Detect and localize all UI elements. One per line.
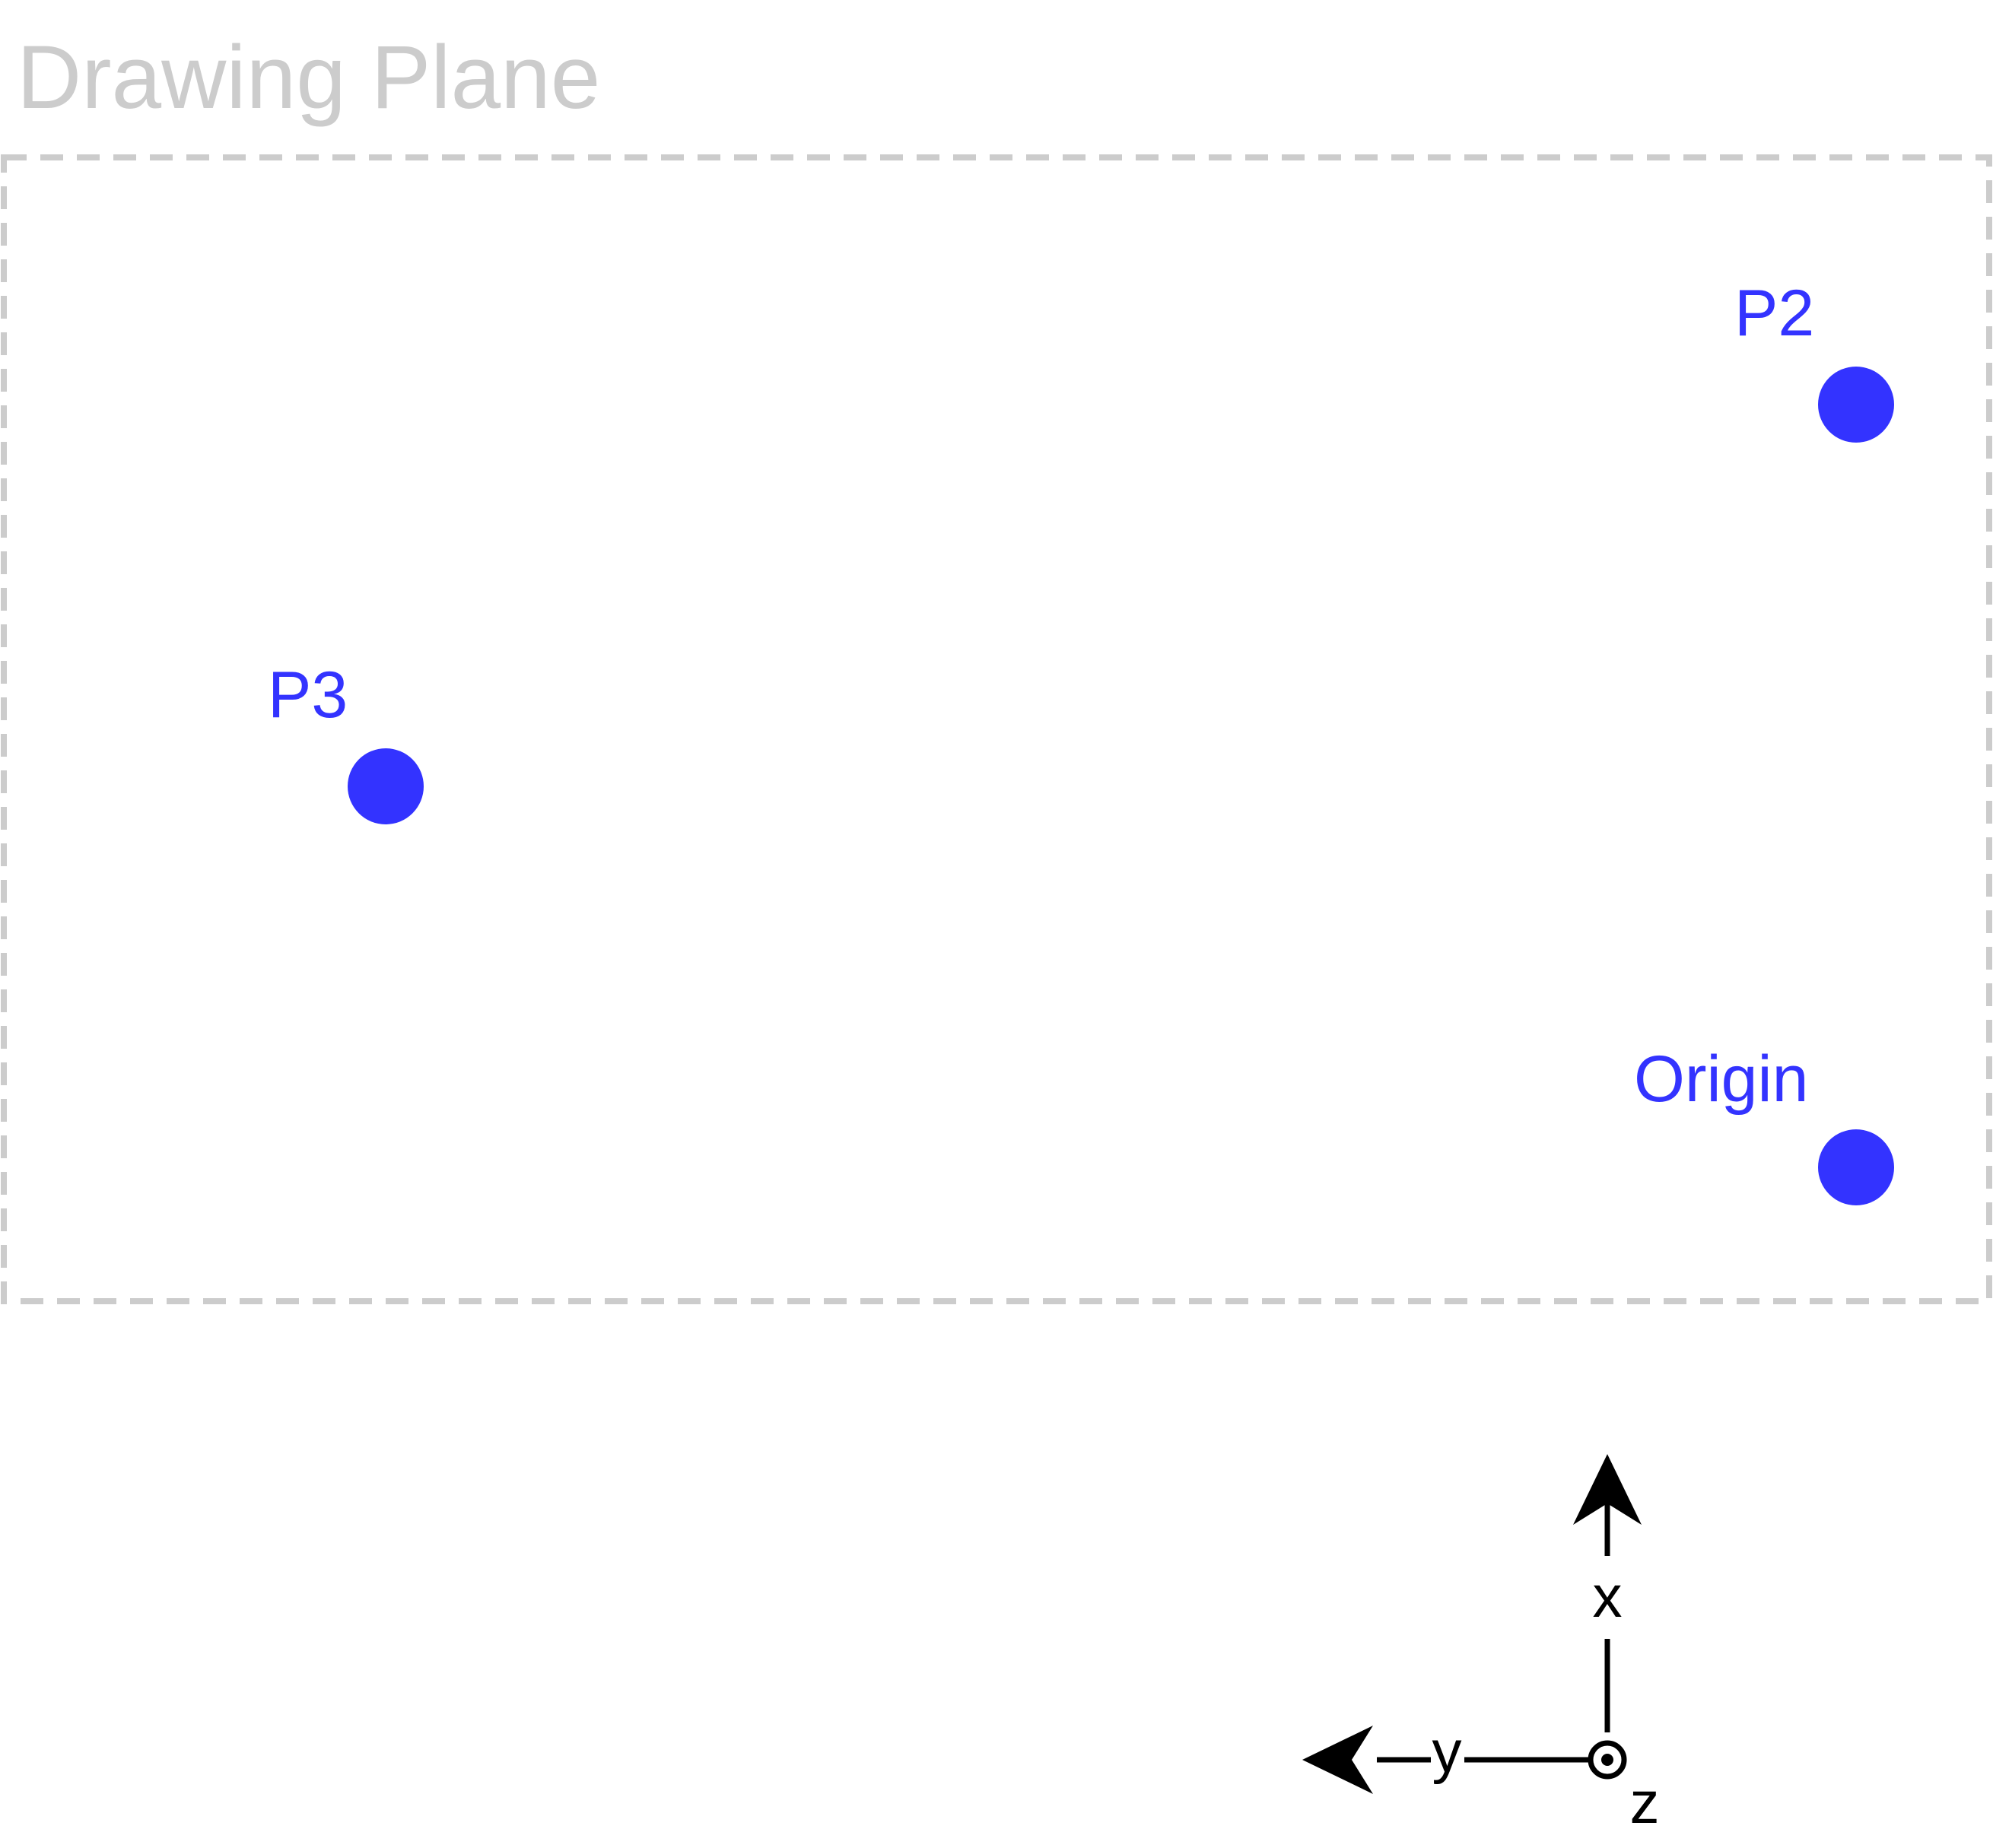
x-axis-arrow-icon (1573, 1454, 1642, 1525)
point-marker-p3[interactable] (348, 748, 424, 824)
point-marker-origin[interactable] (1818, 1129, 1894, 1205)
point-label-p2: P2 (1734, 277, 1814, 350)
z-axis-label: z (1630, 1769, 1660, 1836)
point-origin[interactable]: Origin (1634, 1043, 1894, 1205)
point-label-origin: Origin (1634, 1043, 1808, 1116)
z-axis-out-of-page-icon (1588, 1740, 1627, 1780)
point-p2[interactable]: P2 (1734, 277, 1894, 443)
point-label-p3: P3 (268, 659, 348, 732)
y-axis-label: y (1432, 1718, 1462, 1785)
y-axis-arrow-icon (1302, 1726, 1373, 1794)
drawing-plane-border (1, 154, 1992, 1304)
drawing-plane-title: Drawing Plane (17, 27, 600, 128)
x-axis-label: x (1593, 1563, 1623, 1630)
point-p3[interactable]: P3 (268, 659, 424, 824)
coordinate-axes: x y z (1302, 1454, 1660, 1836)
point-marker-p2[interactable] (1818, 367, 1894, 443)
